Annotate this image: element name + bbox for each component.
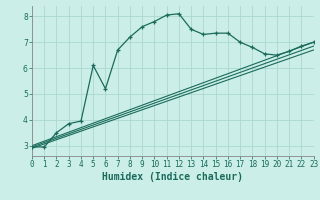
X-axis label: Humidex (Indice chaleur): Humidex (Indice chaleur): [102, 172, 243, 182]
